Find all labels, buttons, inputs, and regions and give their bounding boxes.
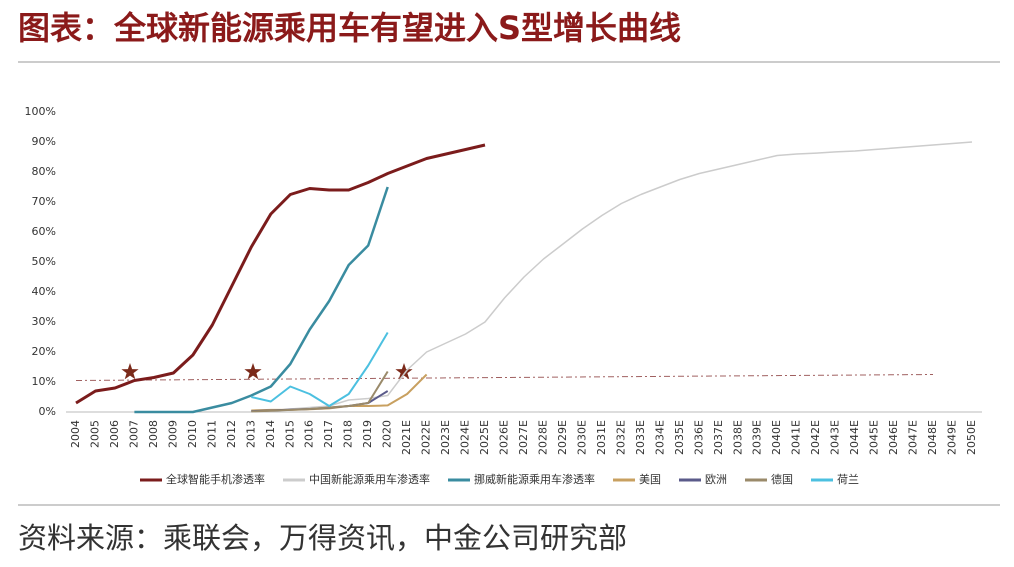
series-line [134,186,389,414]
x-tick-label: 2048E [926,420,939,455]
legend-label: 德国 [771,472,793,486]
x-tick-label: 2040E [770,420,783,455]
series-line [251,370,389,413]
x-tick-label: 2039E [751,420,764,455]
x-tick-label: 2005 [88,420,101,448]
x-tick-label: 2031E [595,420,608,455]
x-tick-label: 2041E [790,420,803,455]
legend-label: 全球智能手机渗透率 [166,472,265,486]
x-tick-label: 2027E [517,420,530,455]
x-tick-label: 2022E [420,420,433,455]
x-tick-label: 2004 [69,420,82,448]
y-tick-label: 70% [32,195,56,208]
chart-title: 图表：全球新能源乘用车有望进入S型增长曲线 [18,9,681,47]
x-tick-label: 2049E [946,420,959,455]
legend-label: 欧洲 [705,473,727,486]
x-tick-label: 2046E [887,420,900,455]
y-tick-label: 0% [39,405,56,418]
x-tick-label: 2021E [400,420,413,455]
series-line [251,331,389,407]
reference-line [75,374,934,381]
x-tick-label: 2017 [322,420,335,448]
x-tick-label: 2025E [478,420,491,455]
x-tick-label: 2024E [459,420,472,455]
x-tick-label: 2014 [264,420,277,448]
x-tick-label: 2011 [205,420,218,448]
y-tick-label: 10% [32,375,56,388]
legend-label: 美国 [639,473,661,486]
x-tick-label: 2006 [108,420,121,448]
x-tick-label: 2044E [848,420,861,455]
x-tick-label: 2045E [868,420,881,455]
x-tick-label: 2037E [712,420,725,455]
star [395,363,413,380]
y-tick-label: 100% [25,105,56,118]
x-tick-label: 2015 [283,420,296,448]
star [121,363,139,380]
x-tick-label: 2020 [381,420,394,448]
x-tick-label: 2023E [439,420,452,455]
x-tick-label: 2047E [907,420,920,455]
x-tick-label: 2032E [614,420,627,455]
x-tick-label: 2030E [575,420,588,455]
x-tick-label: 2007 [127,420,140,448]
y-tick-label: 30% [32,315,56,328]
x-tick-label: 2010 [186,420,199,448]
series-line [75,143,486,405]
x-tick-label: 2012 [225,420,238,448]
x-tick-label: 2036E [692,420,705,455]
star [244,363,262,380]
y-tick-label: 20% [32,345,56,358]
x-tick-label: 2034E [653,420,666,455]
markers [121,363,413,380]
y-tick-label: 80% [32,165,56,178]
y-tick-label: 50% [32,255,56,268]
legend-label: 中国新能源乘用车渗透率 [309,472,430,486]
y-tick-label: 40% [32,285,56,298]
source-note: 资料来源：乘联会，万得资讯，中金公司研究部 [18,521,627,555]
x-tick-label: 2029E [556,420,569,455]
x-tick-label: 2035E [673,420,686,455]
x-tick-label: 2016 [303,420,316,448]
y-tick-label: 90% [32,135,56,148]
x-tick-label: 2009 [166,420,179,448]
x-tick-label: 2028E [536,420,549,455]
x-tick-label: 2033E [634,420,647,455]
legend-label: 荷兰 [837,473,859,486]
x-tick-label: 2018 [342,420,355,448]
x-tick-label: 2013 [244,420,257,448]
x-tick-label: 2043E [829,420,842,455]
y-tick-label: 60% [32,225,56,238]
x-tick-label: 2042E [809,420,822,455]
x-tick-label: 2050E [965,420,978,455]
x-tick-label: 2026E [498,420,511,455]
series-line [251,141,973,412]
x-tick-label: 2008 [147,420,160,448]
x-tick-label: 2019 [361,420,374,448]
legend-label: 挪威新能源乘用车渗透率 [474,472,595,486]
x-tick-label: 2038E [731,420,744,455]
